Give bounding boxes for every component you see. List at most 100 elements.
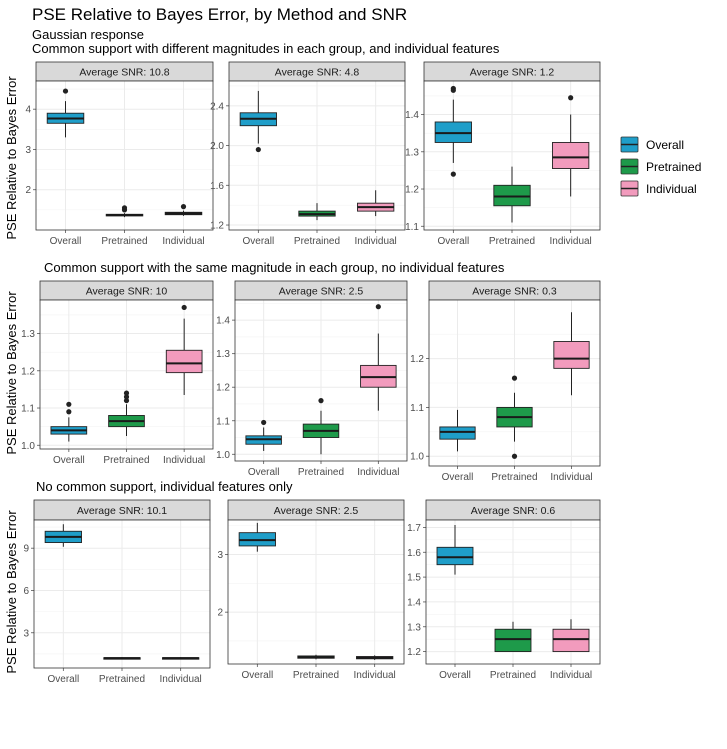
outlier-point — [123, 390, 130, 396]
y-tick-label: 1.1 — [216, 416, 230, 427]
y-tick-label: 1.3 — [21, 329, 35, 340]
x-tick-label: Pretrained — [491, 472, 537, 483]
x-tick-label: Overall — [437, 236, 469, 247]
y-tick-label: 2 — [217, 608, 223, 619]
outlier-point — [180, 204, 187, 210]
y-tick-label: 2.4 — [210, 101, 224, 112]
x-tick-label: Pretrained — [489, 236, 535, 247]
y-tick-label: 1.6 — [210, 181, 224, 192]
x-tick-label: Pretrained — [293, 670, 339, 681]
panel-border — [33, 519, 211, 669]
outlier-point — [511, 453, 518, 459]
panel-border — [227, 519, 405, 665]
x-tick-label: Pretrained — [490, 670, 536, 681]
y-tick-label: 1.2 — [216, 383, 230, 394]
y-tick-label: 1.3 — [405, 147, 419, 158]
y-tick-label: 1.3 — [216, 349, 230, 360]
x-tick-label: Pretrained — [294, 236, 340, 247]
panel-border — [425, 519, 601, 665]
x-tick-label: Individual — [550, 236, 592, 247]
figure-subtitle: Gaussian response — [32, 27, 144, 42]
x-tick-label: Individual — [357, 467, 399, 478]
y-tick-label: 4 — [25, 105, 31, 116]
box-pretrained — [105, 205, 144, 218]
box-individual — [552, 619, 590, 653]
y-tick-label: 1.2 — [21, 366, 35, 377]
x-tick-label: Individual — [550, 472, 592, 483]
y-axis-label-row-2: PSE Relative to Bayes Error — [4, 291, 19, 455]
panel-2: Average SNR: 4.8 1.2 1.6 2.0 2.4 Overall Pretr… — [210, 61, 406, 247]
panel-8: Average SNR: 2.5 2 3 Overall Pretrained Indiv… — [217, 499, 405, 681]
outlier-point — [511, 375, 518, 381]
x-tick-label: Individual — [162, 236, 204, 247]
y-tick-label: 1.3 — [407, 622, 421, 633]
box-individual — [164, 204, 203, 216]
y-tick-label: 2 — [25, 185, 31, 196]
box-iqr — [494, 628, 532, 653]
y-tick-label: 3 — [25, 145, 31, 156]
panel-strip-label: Average SNR: 2.5 — [279, 286, 364, 298]
panel-border — [428, 299, 601, 467]
panel-border — [423, 80, 601, 231]
figure-title: PSE Relative to Bayes Error, by Method a… — [32, 5, 407, 24]
box-pretrained — [103, 657, 141, 660]
panel-strip-label: Average SNR: 10.8 — [79, 67, 169, 79]
x-tick-label: Individual — [163, 455, 205, 466]
box-overall — [50, 401, 88, 442]
panel-strip-label: Average SNR: 0.6 — [471, 505, 556, 517]
y-tick-label: 3 — [217, 550, 223, 561]
outlier-point — [261, 419, 267, 426]
panel-strip-label: Average SNR: 1.2 — [470, 67, 555, 79]
y-tick-label: 1.0 — [21, 441, 35, 452]
x-tick-label: Pretrained — [99, 674, 145, 685]
y-tick-label: 3 — [23, 628, 29, 639]
outlier-point — [66, 409, 72, 415]
panel-strip-label: Average SNR: 10 — [86, 286, 168, 298]
y-tick-label: 1.4 — [216, 316, 230, 327]
panel-5: Average SNR: 2.5 1.0 1.1 1.2 1.3 1.4 Overall Pr… — [216, 280, 408, 478]
x-tick-label: Pretrained — [298, 467, 344, 478]
panels: Average SNR: 10.8 2 3 4 Overall Pretrained Ind… — [21, 61, 601, 685]
outlier-point — [62, 88, 69, 94]
panel-strip-label: Average SNR: 0.3 — [472, 286, 557, 298]
box-individual — [165, 304, 203, 395]
box-individual — [357, 190, 395, 217]
y-tick-label: 1.2 — [405, 185, 419, 196]
x-tick-label: Overall — [47, 674, 79, 685]
panel-9: Average SNR: 0.6 1.2 1.3 1.4 1.5 1.6 1.7 Overal… — [407, 499, 601, 681]
y-axis-label-row-1: PSE Relative to Bayes Error — [4, 76, 19, 240]
panel-1: Average SNR: 10.8 2 3 4 Overall Pretrained Ind… — [25, 61, 214, 247]
x-tick-label: Overall — [242, 236, 274, 247]
panel-border — [228, 80, 406, 231]
y-tick-label: 1.2 — [410, 354, 424, 365]
x-tick-label: Overall — [50, 236, 82, 247]
section-label-1: Common support with different magnitudes… — [32, 41, 500, 56]
section-label-2: Common support with the same magnitude i… — [44, 260, 505, 275]
panel-border — [234, 299, 408, 462]
box-pretrained — [494, 621, 532, 653]
outlier-point — [375, 304, 381, 310]
box-iqr — [436, 546, 474, 566]
box-iqr — [439, 426, 476, 440]
y-tick-label: 1.5 — [407, 573, 421, 584]
y-tick-label: 1.2 — [407, 647, 421, 658]
panel-4: Average SNR: 10 1.0 1.1 1.2 1.3 Overall Pretra… — [21, 280, 214, 466]
section-label-3: No common support, individual features o… — [36, 479, 293, 494]
box-individual — [356, 655, 394, 660]
box-iqr — [552, 142, 590, 169]
panel-7: Average SNR: 10.1 3 6 9 Overall Pretrained Ind… — [23, 499, 211, 685]
box-individual — [162, 657, 200, 660]
box-individual — [360, 304, 397, 411]
box-pretrained — [108, 390, 145, 436]
x-tick-label: Individual — [550, 670, 592, 681]
legend-label-individual: Individual — [646, 182, 697, 196]
panel-6: Average SNR: 0.3 1.0 1.1 1.2 Overall Pretrain… — [410, 280, 601, 483]
box-iqr — [552, 628, 590, 653]
legend-label-overall: Overall — [646, 138, 684, 152]
box-pretrained — [302, 398, 340, 455]
box-overall — [239, 90, 277, 153]
box-overall — [436, 524, 474, 575]
panel-strip-label: Average SNR: 4.8 — [275, 67, 360, 79]
outlier-point — [450, 171, 456, 177]
